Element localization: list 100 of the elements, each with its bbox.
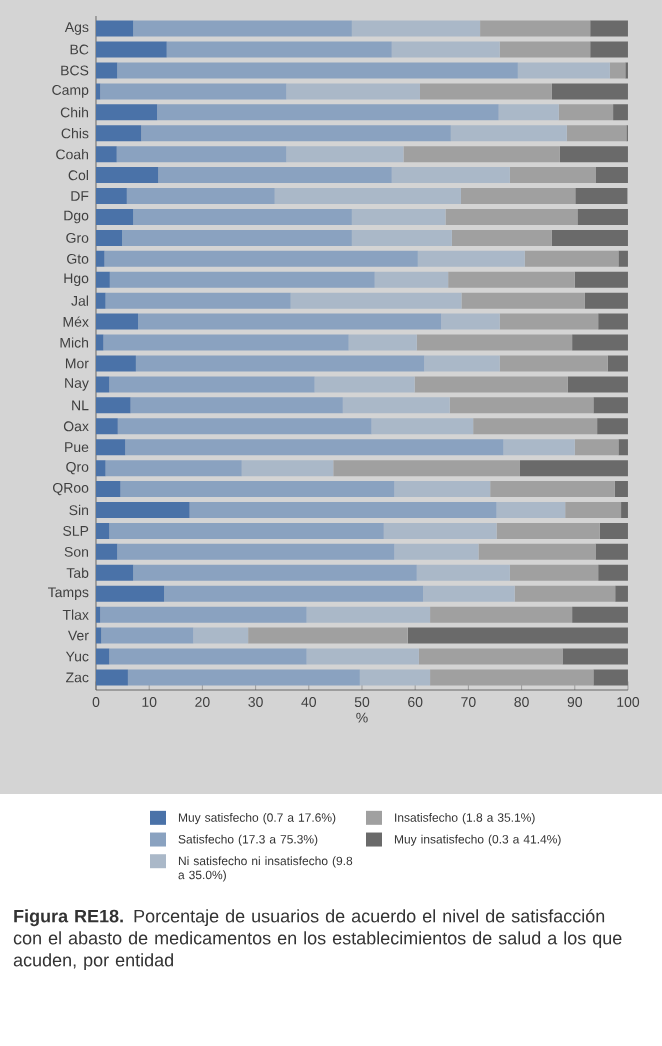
bar: [423, 585, 515, 602]
bar: [590, 41, 628, 58]
bar: [499, 313, 599, 330]
bar: [96, 104, 158, 121]
bar: [96, 250, 105, 267]
bar: [441, 313, 500, 330]
bar: [126, 188, 275, 205]
bar: [473, 418, 598, 435]
bar: [450, 125, 567, 142]
bar: [509, 564, 599, 581]
bar: [274, 188, 461, 205]
bar: [125, 439, 504, 456]
bar: [407, 627, 628, 644]
bar: [248, 627, 408, 644]
bar: [551, 83, 628, 100]
bar: [590, 20, 628, 37]
bar: [96, 334, 104, 351]
bar: [103, 334, 349, 351]
bar: [490, 481, 615, 498]
bar: [333, 460, 520, 477]
bar: [96, 669, 128, 686]
bar: [618, 250, 628, 267]
bar: [584, 292, 628, 309]
bar: [157, 104, 499, 121]
bar: [122, 229, 352, 246]
bar: [241, 460, 334, 477]
bar: [158, 167, 392, 184]
bar: [597, 418, 628, 435]
bar: [109, 376, 315, 393]
bar: [374, 271, 449, 288]
bar: [135, 355, 425, 372]
bar: [478, 543, 596, 560]
bar: [449, 397, 594, 414]
bar: [96, 271, 110, 288]
bar: [96, 125, 142, 142]
bar: [618, 439, 628, 456]
bar: [391, 41, 500, 58]
bar: [566, 125, 627, 142]
bar: [403, 146, 560, 163]
bar: [598, 564, 628, 581]
bar: [100, 606, 307, 623]
bar: [430, 606, 573, 623]
bar: [116, 146, 287, 163]
bar: [117, 543, 395, 560]
bar: [96, 167, 159, 184]
bar: [517, 62, 610, 79]
bar: [105, 460, 242, 477]
bar: [96, 648, 110, 665]
bar: [164, 585, 424, 602]
bar: [133, 564, 417, 581]
bar: [96, 20, 134, 37]
bar: [96, 481, 121, 498]
bar: [416, 334, 573, 351]
bar: [109, 522, 384, 539]
bar: [445, 208, 578, 225]
bar: [614, 481, 628, 498]
bar: [509, 167, 596, 184]
bar: [562, 648, 628, 665]
bar: [599, 522, 628, 539]
bar: [371, 418, 474, 435]
bar: [351, 20, 481, 37]
bar: [577, 208, 628, 225]
bar: [524, 250, 619, 267]
bar: [96, 313, 139, 330]
bar: [558, 104, 614, 121]
bar: [430, 669, 594, 686]
bar: [166, 41, 392, 58]
bar: [109, 271, 375, 288]
bar: [100, 83, 287, 100]
bar: [593, 397, 628, 414]
bar: [351, 208, 446, 225]
bar: [117, 62, 518, 79]
bar: [306, 648, 419, 665]
bar: [96, 502, 190, 518]
bar: [451, 229, 552, 246]
bar: [394, 543, 479, 560]
bar: [383, 522, 497, 539]
bar: [567, 376, 628, 393]
bar: [286, 146, 404, 163]
bar: [96, 229, 123, 246]
bar: [96, 355, 136, 372]
bar: [96, 418, 118, 435]
bar: [306, 606, 431, 623]
bar: [348, 334, 417, 351]
bar: [607, 355, 628, 372]
bar: [290, 292, 462, 309]
bar: [572, 606, 628, 623]
bar: [351, 229, 452, 246]
bar: [96, 585, 165, 602]
bar: [496, 502, 566, 518]
bar: [418, 648, 563, 665]
bar: [96, 564, 134, 581]
bar: [96, 397, 131, 414]
bar: [499, 355, 608, 372]
bar: [593, 669, 628, 686]
bar: [96, 292, 106, 309]
bar: [120, 481, 395, 498]
bar: [574, 439, 619, 456]
bar: [96, 41, 167, 58]
bar: [105, 292, 291, 309]
